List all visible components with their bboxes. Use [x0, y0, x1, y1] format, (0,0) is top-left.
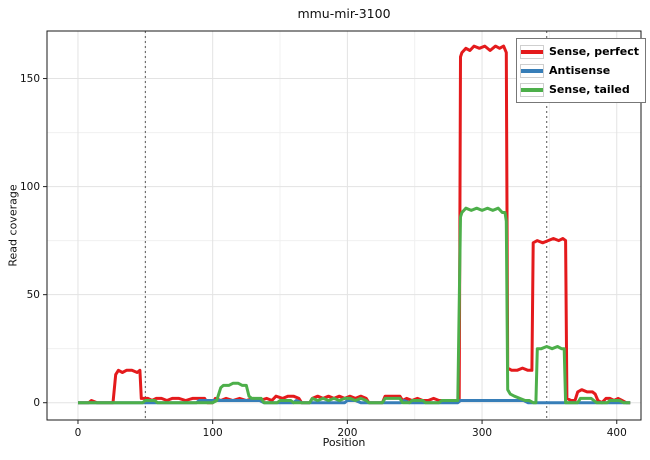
x-tick-label: 300: [472, 427, 492, 439]
legend-key-box: [519, 82, 544, 97]
series-line-antisense: [78, 399, 631, 405]
legend-key-box: [519, 63, 544, 78]
chart-title: mmu-mir-3100: [297, 6, 391, 21]
legend-label: Antisense: [548, 64, 611, 77]
panel-border: [46, 30, 642, 421]
series-line-sense-perfect: [78, 44, 631, 405]
x-tick-label: 0: [75, 427, 82, 439]
legend-key-box: [519, 44, 544, 59]
y-axis-label: Read coverage: [6, 184, 20, 267]
legend-label: Sense, perfect: [548, 45, 639, 58]
y-tick-label: 100: [20, 181, 40, 193]
legend-item-antisense: Antisense: [519, 61, 639, 80]
legend-line-swatch: [520, 68, 543, 73]
legend-line-swatch: [520, 87, 543, 92]
legend: Sense, perfect Antisense Sense, tailed: [515, 38, 646, 103]
y-tick-label: 50: [27, 289, 40, 301]
legend-label: Sense, tailed: [548, 83, 630, 96]
x-tick-label: 100: [203, 427, 223, 439]
x-tick-label: 400: [607, 427, 627, 439]
legend-item-sense-tailed: Sense, tailed: [519, 80, 639, 99]
legend-line-swatch: [520, 49, 543, 54]
x-tick-label: 200: [337, 427, 357, 439]
y-tick-label: 0: [33, 397, 40, 409]
legend-item-sense-perfect: Sense, perfect: [519, 42, 639, 61]
y-tick-label: 150: [20, 73, 40, 85]
x-axis-label: Position: [322, 436, 366, 449]
series-line-sense-tailed: [78, 206, 631, 405]
